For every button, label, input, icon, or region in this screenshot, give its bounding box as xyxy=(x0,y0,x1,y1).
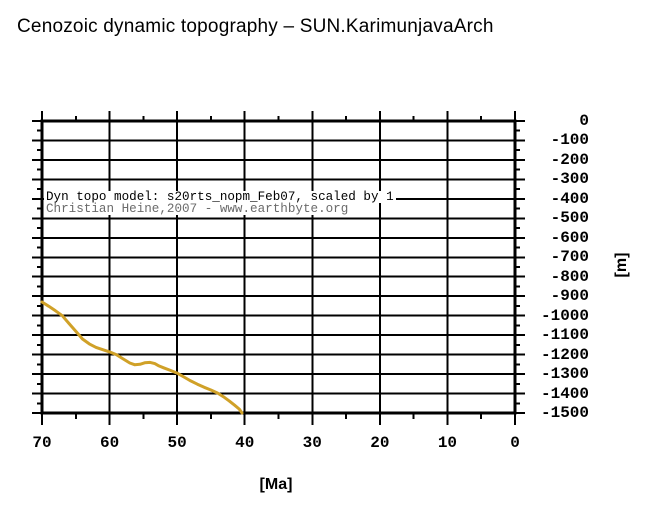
y-tick-label: -1000 xyxy=(540,306,589,325)
y-tick-label: -300 xyxy=(550,170,589,189)
y-tick-label: -600 xyxy=(550,228,589,247)
data-line-dynamic-topography xyxy=(40,300,244,415)
y-tick-label: -800 xyxy=(550,267,589,286)
chart-title: Cenozoic dynamic topography – SUN.Karimu… xyxy=(17,16,494,37)
y-tick-label: -1400 xyxy=(540,384,589,403)
annotation-credit-text: Christian Heine,2007 - www.earthbyte.org xyxy=(44,202,351,216)
y-axis-label: [m] xyxy=(613,252,630,278)
x-tick-label: 50 xyxy=(167,434,187,452)
x-tick-label: 0 xyxy=(510,434,520,452)
y-tick-label: -1500 xyxy=(540,404,589,422)
y-tick-label: -1200 xyxy=(540,345,589,364)
y-tick-label: -1300 xyxy=(540,365,589,384)
y-tick-label: -900 xyxy=(550,287,589,306)
x-axis-label: [Ma] xyxy=(259,476,293,493)
y-tick-label: -500 xyxy=(550,209,589,228)
y-tick-label: 0 xyxy=(579,112,589,130)
x-tick-label: 40 xyxy=(235,434,255,452)
y-tick-label: -100 xyxy=(550,131,589,150)
y-tick-label: -400 xyxy=(550,189,589,208)
y-tick-label: -1100 xyxy=(540,326,589,345)
x-tick-label: 70 xyxy=(32,434,52,452)
annotation-model-text: Dyn topo model: s20rts_nopm_Feb07, scale… xyxy=(44,190,396,204)
x-tick-label: 60 xyxy=(99,434,120,452)
plot-frame xyxy=(40,119,517,415)
y-tick-label: -700 xyxy=(550,248,589,267)
x-tick-label: 30 xyxy=(302,434,322,452)
y-tick-label: -200 xyxy=(550,150,589,169)
x-tick-label: 10 xyxy=(437,434,458,452)
x-tick-label: 20 xyxy=(370,434,390,452)
